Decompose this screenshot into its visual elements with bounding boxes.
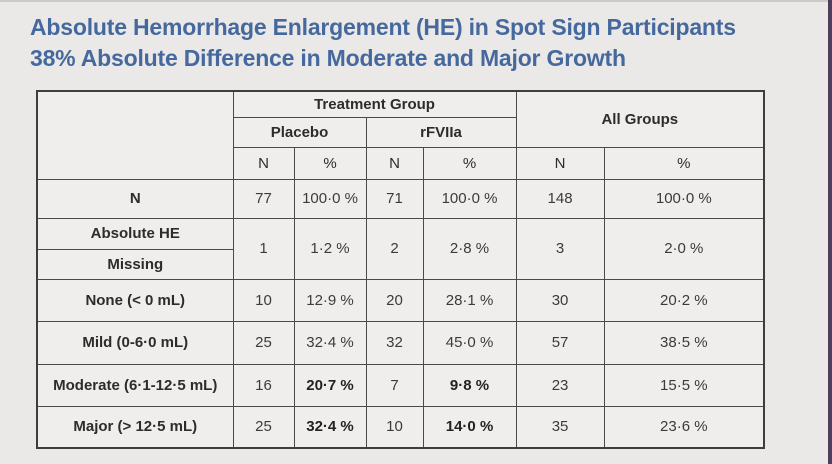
cell-placebo-n: 25: [232, 405, 295, 449]
table-row: Moderate (6·1-12·5 mL) 16 20·7 % 7 9·8 %…: [36, 363, 765, 407]
row-label: Mild (0-6·0 mL): [36, 320, 234, 365]
cell-rfviia-n: 7: [365, 363, 424, 407]
cell-placebo-pct: 12·9 %: [293, 278, 367, 322]
row-label: Absolute HE: [36, 217, 234, 250]
row-label: Missing: [36, 248, 234, 280]
slide-top-edge: [0, 0, 832, 2]
cell-placebo-pct-highlight: 20·7 %: [293, 363, 367, 407]
cell-rfviia-pct: 2·8 %: [422, 217, 517, 280]
cell-all-n: 3: [515, 217, 605, 280]
cell-placebo-n: 1: [232, 217, 295, 280]
cell-all-pct: 20·2 %: [603, 278, 765, 322]
hemorrhage-enlargement-table: Treatment Group All Groups Placebo rFVII…: [36, 90, 766, 449]
cell-all-pct: 38·5 %: [603, 320, 765, 365]
rfviia-n-header: N: [365, 146, 424, 180]
table-row: None (< 0 mL) 10 12·9 % 20 28·1 % 30 20·…: [36, 278, 765, 322]
slide-title-line2: 38% Absolute Difference in Moderate and …: [30, 45, 626, 71]
cell-rfviia-n: 20: [365, 278, 424, 322]
cell-rfviia-pct-highlight: 14·0 %: [422, 405, 517, 449]
cell-all-n: 57: [515, 320, 605, 365]
table-row: Mild (0-6·0 mL) 25 32·4 % 32 45·0 % 57 3…: [36, 320, 765, 365]
cell-all-n: 148: [515, 178, 605, 219]
cell-placebo-pct: 1·2 %: [293, 217, 367, 280]
cell-all-n: 35: [515, 405, 605, 449]
treatment-group-header: Treatment Group: [232, 90, 517, 118]
row-label: Moderate (6·1-12·5 mL): [36, 363, 234, 407]
placebo-pct-header: %: [293, 146, 367, 180]
rfviia-header: rFVIIa: [365, 116, 517, 148]
cell-all-pct: 100·0 %: [603, 178, 765, 219]
cell-placebo-pct-highlight: 32·4 %: [293, 405, 367, 449]
cell-rfviia-n: 32: [365, 320, 424, 365]
cell-rfviia-pct-highlight: 9·8 %: [422, 363, 517, 407]
cell-placebo-n: 10: [232, 278, 295, 322]
cell-all-pct: 2·0 %: [603, 217, 765, 280]
placebo-n-header: N: [232, 146, 295, 180]
row-label: N: [36, 178, 234, 219]
cell-placebo-n: 16: [232, 363, 295, 407]
cell-all-pct: 23·6 %: [603, 405, 765, 449]
cell-rfviia-n: 10: [365, 405, 424, 449]
cell-placebo-pct: 32·4 %: [293, 320, 367, 365]
cell-all-n: 30: [515, 278, 605, 322]
window-right-border: [828, 0, 832, 464]
corner-header-cell: [36, 90, 234, 180]
slide-title: Absolute Hemorrhage Enlargement (HE) in …: [30, 12, 820, 74]
cell-rfviia-pct: 28·1 %: [422, 278, 517, 322]
table-row: Major (> 12·5 mL) 25 32·4 % 10 14·0 % 35…: [36, 405, 765, 449]
all-groups-pct-header: %: [603, 146, 765, 180]
placebo-header: Placebo: [232, 116, 367, 148]
all-groups-n-header: N: [515, 146, 605, 180]
all-groups-header: All Groups: [515, 90, 765, 148]
cell-all-n: 23: [515, 363, 605, 407]
table-row: Missing: [36, 248, 764, 280]
row-label: None (< 0 mL): [36, 278, 234, 322]
rfviia-pct-header: %: [422, 146, 517, 180]
table-row: N 77 100·0 % 71 100·0 % 148 100·0 %: [36, 178, 765, 219]
cell-all-pct: 15·5 %: [603, 363, 765, 407]
cell-placebo-n: 77: [232, 178, 295, 219]
cell-placebo-n: 25: [232, 320, 295, 365]
cell-placebo-pct: 100·0 %: [293, 178, 367, 219]
cell-rfviia-n: 71: [365, 178, 424, 219]
cell-rfviia-pct: 100·0 %: [422, 178, 517, 219]
cell-rfviia-pct: 45·0 %: [422, 320, 517, 365]
table-row: Absolute HE 1 1·2 % 2 2·8 % 3 2·0 %: [36, 217, 765, 280]
row-label: Major (> 12·5 mL): [36, 405, 234, 449]
cell-rfviia-n: 2: [365, 217, 424, 280]
slide-title-line1: Absolute Hemorrhage Enlargement (HE) in …: [30, 14, 736, 40]
